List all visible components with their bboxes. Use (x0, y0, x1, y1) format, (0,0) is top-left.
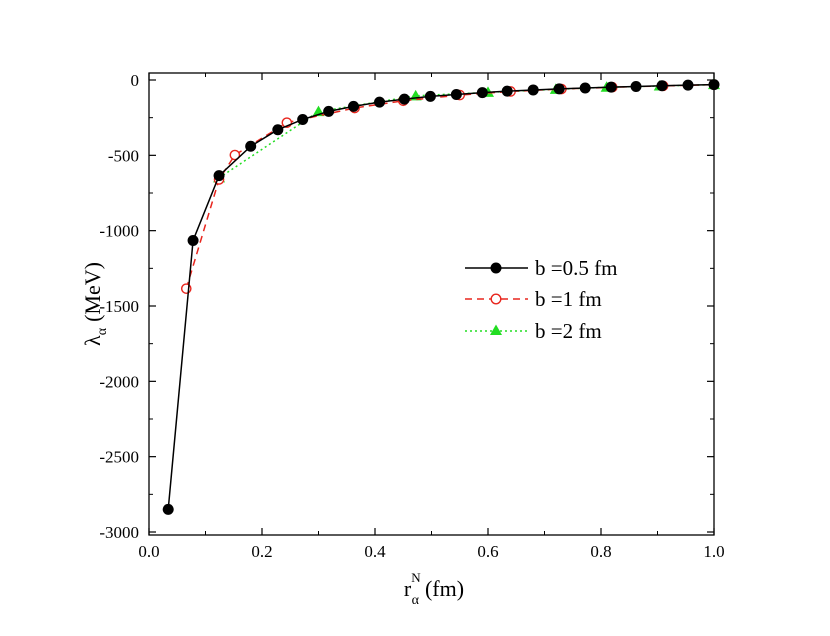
y-axis-title-unit: (MeV) (80, 262, 105, 322)
legend-marker-b-2 (490, 324, 502, 335)
y-tick-label: -1000 (99, 222, 139, 241)
data-point-b-0-5 (245, 140, 257, 152)
data-point-b-0-5 (527, 84, 539, 96)
data-point-b-0-5 (501, 85, 513, 97)
series-line-0 (167, 83, 715, 510)
data-point-b-0-5 (213, 170, 225, 182)
data-point-b-0-5 (323, 105, 335, 117)
y-tick-label: -3000 (99, 523, 139, 542)
y-tick-label: -2500 (99, 448, 139, 467)
data-point-b-0-5 (553, 83, 565, 95)
data-point-b-0-5 (398, 93, 410, 105)
legend: b =0.5 fm b =1 fm b =2 fm (465, 256, 617, 343)
legend-label-b-1: b =1 fm (535, 287, 602, 311)
data-point-b-0-5 (348, 100, 360, 112)
data-point-b-0-5 (708, 79, 720, 91)
data-point-b-0-5 (187, 234, 199, 246)
data-point-b-0-5 (162, 503, 174, 515)
x-tick-label: 0.6 (477, 542, 498, 561)
y-tick-label: -2000 (99, 372, 139, 391)
legend-item-b-2: b =2 fm (465, 319, 602, 343)
y-tick-label: 0 (131, 71, 140, 90)
series-line-1 (185, 83, 715, 289)
data-point-b-0-5 (656, 80, 668, 92)
y-axis-title-subscript: α (95, 327, 110, 335)
x-tick-label: 1.0 (703, 542, 724, 561)
y-axis-title-main: λ (80, 335, 105, 346)
x-tick-label: 0.2 (251, 542, 272, 561)
plot-frame (148, 72, 715, 536)
x-tick-label: 0.4 (364, 542, 386, 561)
x-axis-title-main: r (404, 576, 412, 601)
data-point-b-0-5 (579, 82, 591, 94)
data-point-b-0-5 (630, 80, 642, 92)
data-point-b-1 (229, 149, 241, 161)
y-tick-label: -500 (108, 146, 139, 165)
data-point-b-0-5 (297, 113, 309, 125)
y-axis-title: λα (MeV) (80, 262, 110, 346)
x-axis-title: rN α (fm) (404, 570, 464, 608)
legend-item-b-1: b =1 fm (465, 287, 602, 311)
data-point-b-0-5 (682, 79, 694, 91)
data-point-b-0-5 (605, 81, 617, 93)
legend-label-b-0-5: b =0.5 fm (535, 256, 617, 280)
legend-marker-b-1 (490, 293, 502, 305)
legend-label-b-2: b =2 fm (535, 319, 602, 343)
y-tick-label: -1500 (99, 297, 139, 316)
x-axis-title-subscript: α (412, 593, 420, 608)
data-point-b-0-5 (424, 90, 436, 102)
data-point-b-0-5 (450, 88, 462, 100)
legend-item-b-0-5: b =0.5 fm (465, 256, 617, 280)
series-line-2 (218, 83, 715, 179)
x-axis-title-superscript: N (411, 570, 421, 585)
data-point-b-0-5 (374, 96, 386, 108)
x-axis-title-unit: (fm) (425, 576, 464, 601)
x-tick-label: 0.0 (138, 542, 159, 561)
data-point-b-0-5 (476, 87, 488, 99)
data-point-b-0-5 (272, 124, 284, 136)
x-tick-label: 0.8 (590, 542, 611, 561)
legend-marker-b-0-5 (490, 262, 502, 274)
